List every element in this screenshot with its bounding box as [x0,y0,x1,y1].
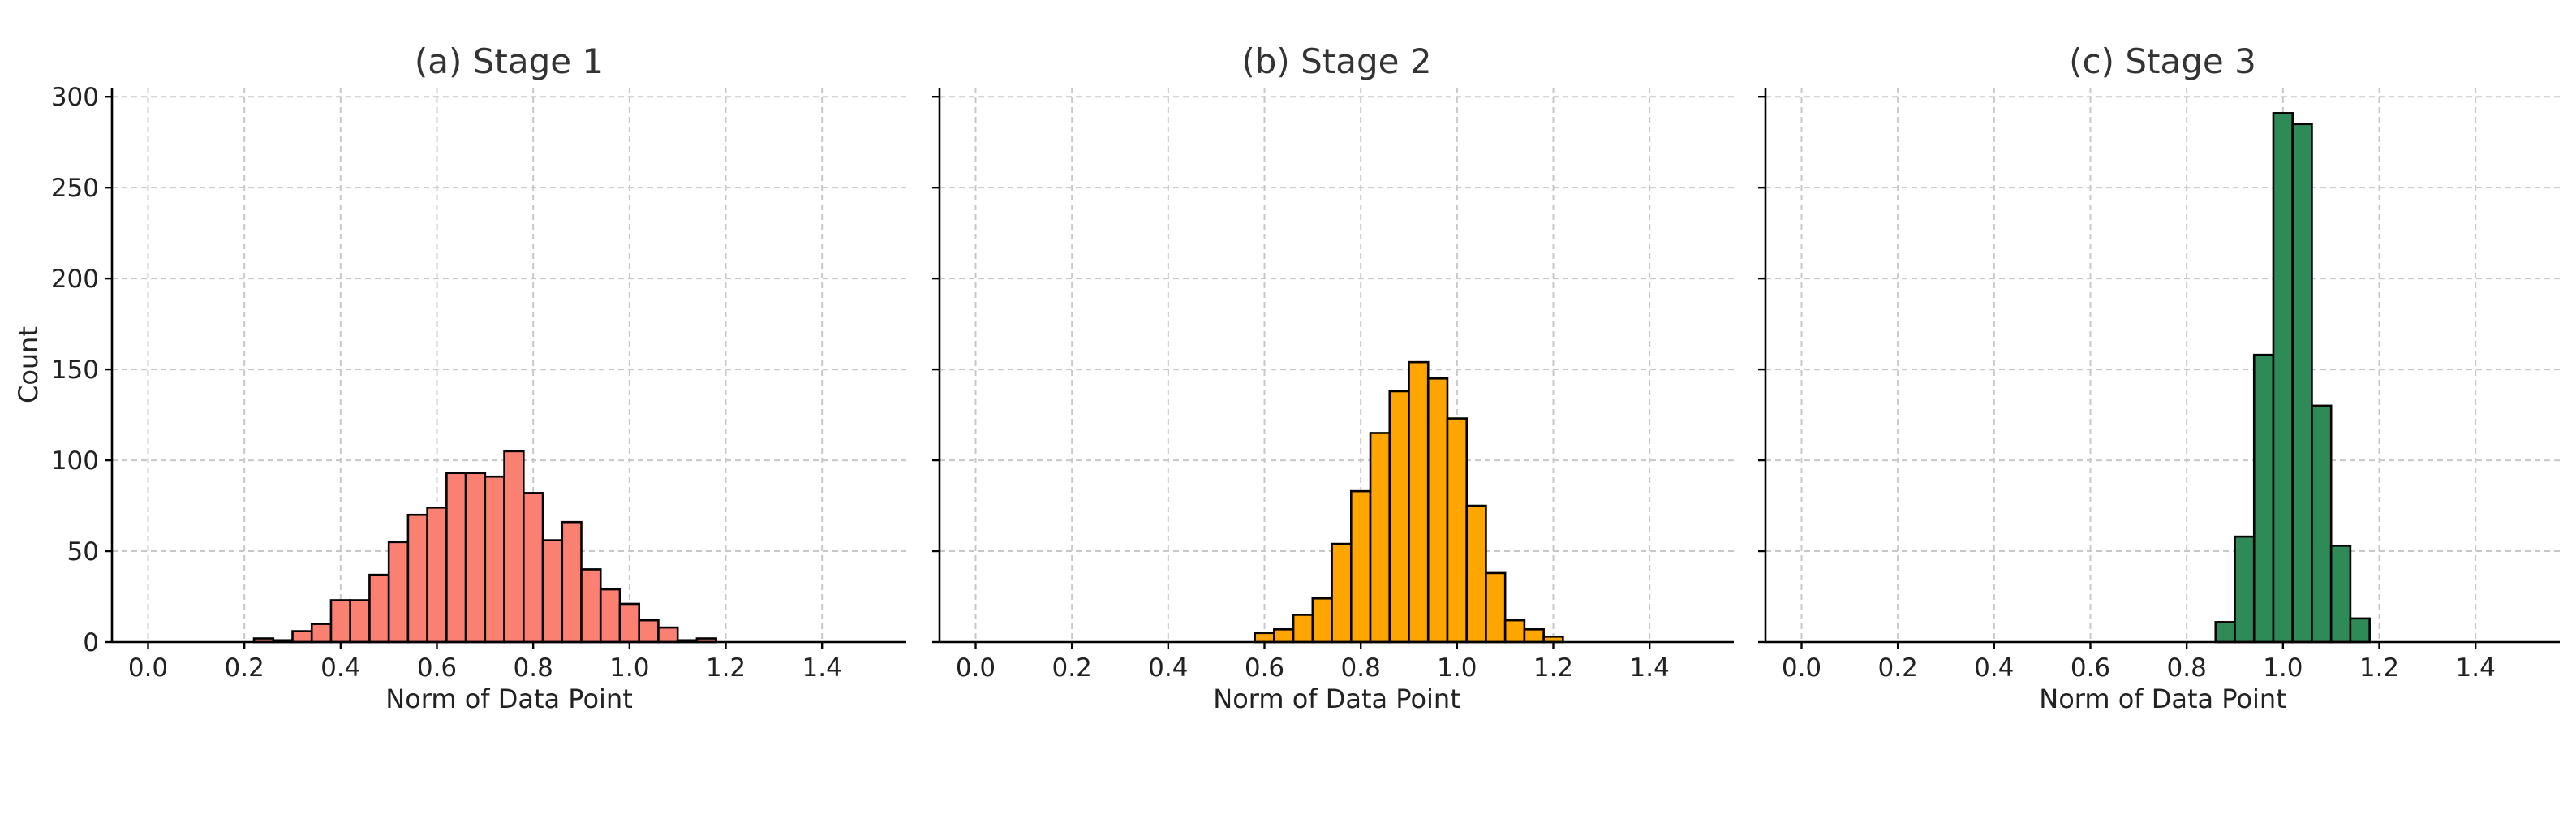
x-tick-label: 1.2 [2359,653,2399,683]
y-tick-label: 50 [67,537,99,567]
histogram-bar [484,475,505,644]
x-axis-label: Norm of Data Point [385,683,633,714]
histogram-bar [2272,112,2294,644]
histogram-bar [599,588,621,644]
histogram-bar [580,568,602,644]
histogram-bar [406,513,428,644]
x-tick-label: 0.6 [417,653,457,683]
x-tick-label: 0.8 [514,653,553,683]
histogram-bar [329,599,352,644]
x-tick-label: 1.2 [1533,653,1573,683]
histogram-bar [657,626,679,644]
histogram-bar [2214,621,2236,644]
x-tick-label: 0.4 [320,653,360,683]
chart-title: (b) Stage 2 [1241,41,1431,81]
histogram-bar [1465,504,1487,644]
x-axis-label: Norm of Data Point [1213,683,1460,714]
histogram-bar [1311,597,1333,644]
panel-2: 0.0 0.2 0.4 0.6 0.8 1.0 1.2 1.4 (b) Stage 2 Norm … [932,41,1734,714]
x-tick-label: 0.0 [128,653,168,683]
histogram-bar [387,541,410,644]
x-tick-label: 0.2 [1052,653,1092,683]
histogram-bar [1485,571,1507,644]
histogram-bar [2349,617,2371,644]
histogram-bar [638,619,660,644]
histogram-bar [1369,432,1391,644]
histogram-bar [2234,535,2256,644]
x-tick-label: 0.8 [1341,653,1381,683]
histogram-bar [2252,353,2275,644]
histogram-bar [291,630,313,644]
x-tick-label: 1.4 [2456,653,2496,683]
histogram-bar [1503,619,1526,644]
histogram-bar [1273,628,1295,644]
histogram-bar [1254,632,1275,644]
histogram-bar [1426,377,1449,644]
x-tick-label: 1.0 [1437,653,1477,683]
histogram-bar [1446,417,1469,644]
y-tick-label: 200 [51,265,99,294]
x-tick-label: 0.6 [2071,653,2110,683]
histogram-bar [349,599,371,644]
x-tick-label: 0.6 [1245,653,1284,683]
histogram-bar [426,506,448,644]
y-tick-label: 300 [51,83,99,112]
chart-title: (a) Stage 1 [415,41,604,81]
histogram-bar [2311,404,2333,644]
y-axis-label: Count [13,326,44,403]
x-axis-label: Norm of Data Point [2039,683,2286,714]
y-tick-label: 100 [51,446,99,476]
x-tick-label: 1.0 [609,653,649,683]
x-tick-label: 1.2 [706,653,746,683]
x-tick-label: 0.0 [1782,653,1821,683]
histogram-bar [503,450,525,644]
x-tick-label: 0.4 [1148,653,1188,683]
histogram-bar [464,472,487,644]
histogram-bar [2291,123,2313,644]
x-tick-label: 0.2 [225,653,264,683]
histogram-bar [445,472,467,644]
x-tick-label: 0.2 [1878,653,1918,683]
histogram-bar [310,623,333,644]
histogram-bar [1292,614,1314,644]
histogram-bar [618,602,641,644]
histogram-bar [522,492,544,644]
histogram-bar [1350,489,1372,644]
x-tick-label: 1.4 [802,653,842,683]
histogram-bar [1523,628,1545,644]
y-tick-label: 0 [83,628,99,657]
y-tick-label: 150 [51,356,99,385]
x-tick-label: 1.0 [2263,653,2303,683]
y-tick-label: 250 [51,174,99,203]
x-tick-label: 0.0 [956,653,996,683]
x-tick-label: 0.4 [1974,653,2014,683]
panel-1: 0.0 0.2 0.4 0.6 0.8 1.0 1.2 1.4 0 50 100 150 200 250 3… [13,41,906,714]
histogram-bar [1388,390,1410,644]
chart-title: (c) Stage 3 [2069,41,2256,81]
x-tick-label: 0.8 [2167,653,2207,683]
x-tick-label: 1.4 [1630,653,1670,683]
histogram-bar [2329,545,2352,644]
histogram-bar [368,573,390,644]
histogram-bar [1408,360,1430,644]
histogram-bar [561,520,583,644]
histogram-bar [1331,542,1353,644]
panel-3: 0.0 0.2 0.4 0.6 0.8 1.0 1.2 1.4 (c) Stage 3 Norm … [1758,41,2560,714]
histogram-bar [541,539,564,644]
